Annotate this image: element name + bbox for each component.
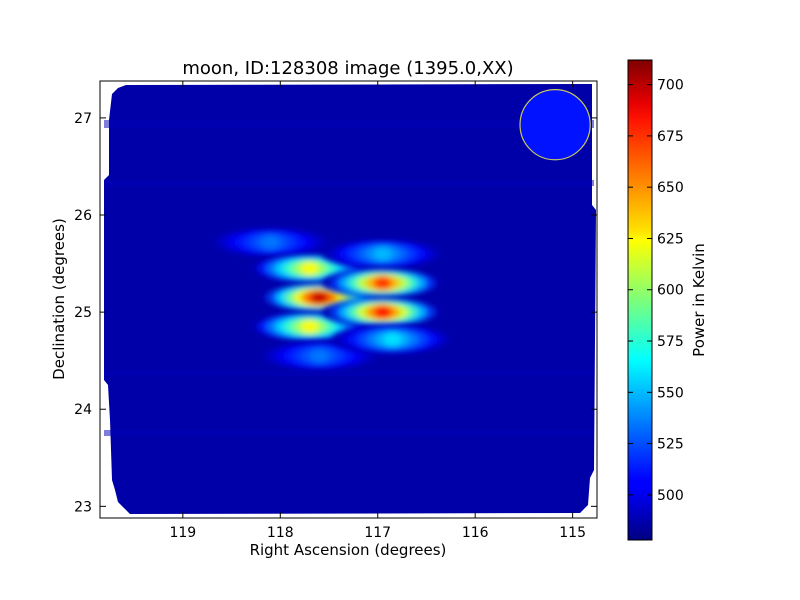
colorbar-tick-label: 550 (657, 385, 684, 401)
source-blob (322, 239, 444, 269)
axes-frame (99, 80, 598, 519)
colorbar-tick-label: 675 (657, 129, 684, 145)
source-blob (258, 341, 380, 371)
x-tick-label: 117 (364, 525, 391, 541)
heatmap (104, 84, 596, 514)
colorbar-tick-label: 650 (657, 180, 684, 196)
y-tick-label: 24 (74, 402, 92, 418)
source-blob (331, 324, 453, 354)
colorbar-ticks: 500 525 550 575 600 625 650 675 700 (628, 78, 684, 504)
source-blob (210, 227, 331, 257)
source-blobs (210, 227, 453, 371)
colorbar-tick-label: 700 (657, 78, 684, 94)
x-tick-label: 118 (267, 525, 294, 541)
y-axis-label: Declination (degrees) (50, 218, 68, 380)
x-ticks: 119 118 117 116 115 (169, 81, 586, 541)
stripe-band (104, 430, 594, 436)
y-tick-label: 27 (74, 111, 92, 127)
stripe-band (104, 120, 594, 128)
colorbar-tick-label: 500 (657, 488, 684, 504)
colorbar (627, 59, 653, 541)
stripe-band (104, 370, 594, 376)
x-tick-label: 115 (559, 525, 586, 541)
source-blob (322, 268, 444, 298)
beam-marker (519, 89, 591, 161)
y-ticks: 23 24 25 26 27 (74, 111, 597, 515)
stripe-band (104, 180, 594, 186)
y-tick-label: 23 (74, 499, 92, 515)
colorbar-tick-label: 575 (657, 334, 684, 350)
y-tick-label: 26 (74, 208, 92, 224)
source-blob (322, 297, 444, 327)
y-tick-label: 25 (74, 305, 92, 321)
x-tick-label: 116 (462, 525, 489, 541)
chart-title: moon, ID:128308 image (1395.0,XX) (182, 58, 513, 79)
colorbar-tick-label: 600 (657, 283, 684, 299)
colorbar-tick-label: 625 (657, 231, 684, 247)
x-tick-label: 119 (169, 525, 196, 541)
x-axis-label: Right Ascension (degrees) (250, 541, 447, 559)
colorbar-tick-label: 525 (657, 437, 684, 453)
colorbar-label: Power in Kelvin (690, 243, 708, 357)
